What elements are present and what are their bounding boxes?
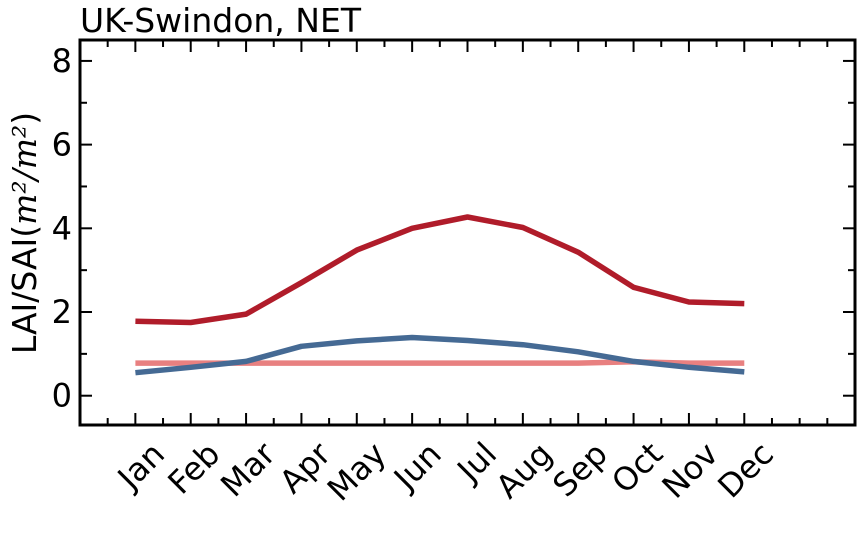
y-axis-label: LAI/SAI(m²/m²) <box>5 112 44 354</box>
series-group <box>135 214 745 376</box>
x-tick-label: Nov <box>655 435 726 506</box>
x-tick-label: Feb <box>160 435 227 502</box>
x-tick-label: Oct <box>604 435 670 501</box>
y-axis-label-close: ) <box>5 112 44 125</box>
y-tick-label: 4 <box>52 209 72 247</box>
x-tick-label: Jun <box>385 435 449 499</box>
y-tick-label: 2 <box>52 293 72 331</box>
chart-title: UK-Swindon, NET <box>80 1 362 40</box>
y-axis-label-unit: m²/m² <box>5 125 44 225</box>
x-tick-label: Dec <box>710 435 781 506</box>
y-tick-label: 6 <box>52 126 72 164</box>
y-tick-label: 8 <box>52 42 72 80</box>
svg-text:LAI/SAI(m²/m²): LAI/SAI(m²/m²) <box>5 112 44 354</box>
x-tick-label: Aug <box>488 435 559 506</box>
x-tick-label: Sep <box>545 435 615 505</box>
x-tick-label: Jan <box>109 435 172 498</box>
series-line-1 <box>135 214 745 326</box>
y-axis-label-text: LAI/SAI( <box>5 225 44 354</box>
x-tick-label: May <box>320 435 394 509</box>
y-tick-label: 0 <box>52 377 72 415</box>
x-tick-label: Mar <box>213 434 283 504</box>
series-line-3 <box>135 334 745 376</box>
